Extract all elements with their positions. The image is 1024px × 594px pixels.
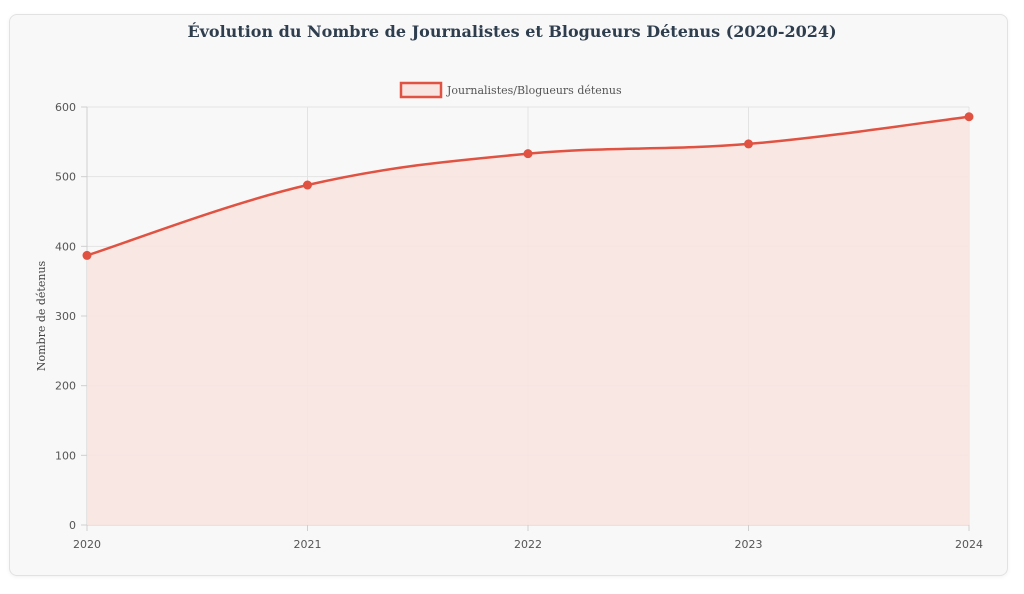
data-point (82, 250, 92, 260)
legend: Journalistes/Blogueurs détenus (399, 81, 622, 99)
chart-title: Évolution du Nombre de Journalistes et B… (187, 22, 837, 41)
y-tick-label: 400 (55, 240, 76, 253)
data-point (964, 112, 974, 122)
y-tick-label: 300 (55, 310, 76, 323)
data-point (744, 139, 753, 149)
x-tick-label: 2020 (73, 538, 101, 551)
y-tick-label: 100 (55, 449, 76, 462)
y-tick-label: 600 (55, 101, 76, 114)
series-area (87, 116, 969, 526)
legend-swatch (399, 81, 443, 99)
data-point (303, 180, 312, 190)
y-tick-label: 500 (55, 171, 76, 184)
x-tick-label: 2022 (514, 538, 542, 551)
x-tick-label: 2024 (955, 538, 983, 551)
data-point (523, 149, 533, 159)
y-axis-title: Nombre de détenus (35, 260, 48, 371)
y-tick-label: 200 (55, 380, 76, 393)
x-tick-label: 2021 (294, 538, 322, 551)
legend-label: Journalistes/Blogueurs détenus (446, 84, 622, 97)
x-tick-label: 2023 (735, 538, 763, 551)
y-tick-label: 0 (69, 519, 76, 532)
